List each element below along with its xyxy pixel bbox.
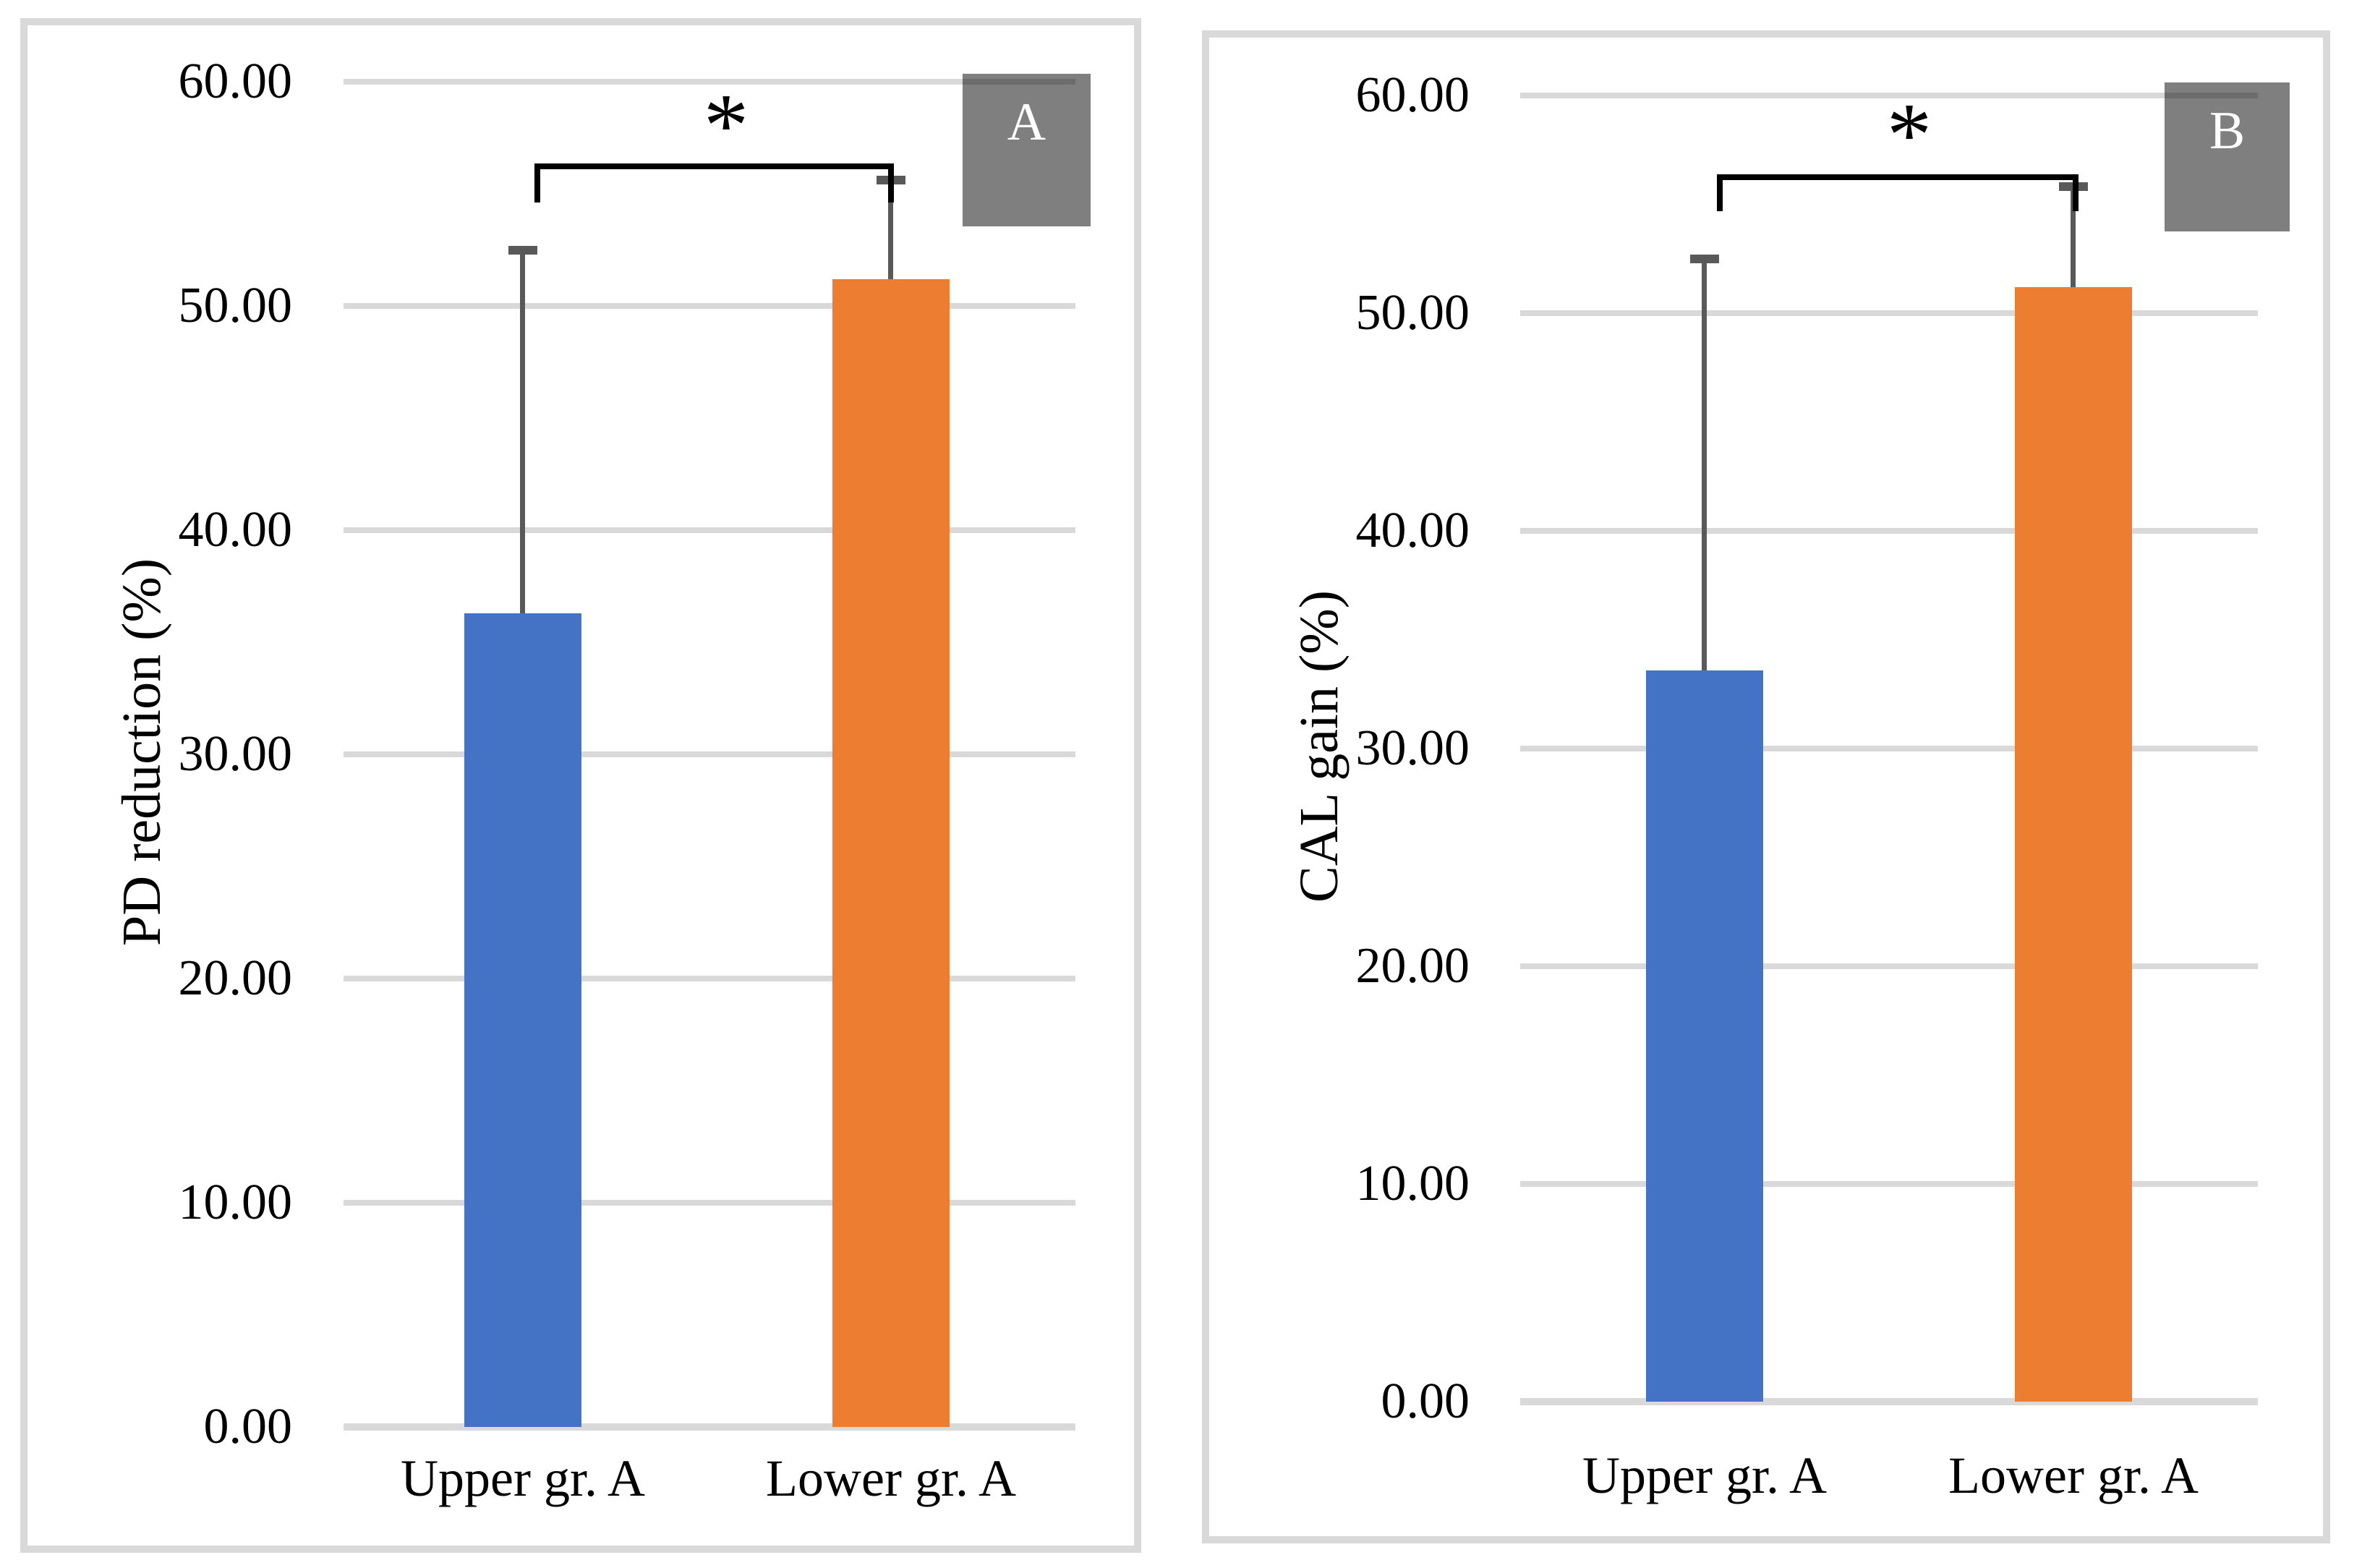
y-tick-label-0: 0.00	[203, 1399, 293, 1454]
gridline-40	[344, 527, 1075, 533]
gridline-10	[344, 1200, 1075, 1206]
significance-bracket-right-tick	[2073, 174, 2079, 211]
panel-label-letter: B	[2209, 101, 2246, 161]
panel-b	[1202, 30, 2330, 1543]
gridline-50	[344, 303, 1075, 309]
bar-lower-gr-a	[832, 278, 950, 1427]
y-tick-label-50: 50.00	[1355, 285, 1470, 341]
y-tick-label-60: 60.00	[178, 54, 293, 109]
panel-label-letter: A	[1007, 93, 1046, 152]
panel-label-box-b: B	[2165, 82, 2290, 231]
significance-bracket-horizontal	[534, 163, 894, 169]
y-tick-label-40: 40.00	[1355, 503, 1470, 558]
significance-bracket-right-tick	[888, 163, 894, 203]
y-tick-label-30: 30.00	[178, 726, 293, 782]
gridline-40	[1520, 528, 2258, 534]
category-label-upper-gr-a: Upper gr. A	[401, 1449, 645, 1507]
gridline-60	[1520, 93, 2258, 98]
gridline-10	[1520, 1181, 2258, 1187]
error-bar-lower-gr-a	[2071, 187, 2076, 287]
gridline-60	[344, 79, 1075, 85]
bar-upper-gr-a	[464, 613, 581, 1427]
y-axis-title-cal-gain: CAL gain (%)	[1289, 590, 1350, 903]
gridline-20	[344, 976, 1075, 981]
category-label-lower-gr-a: Lower gr. A	[766, 1449, 1016, 1507]
error-bar-upper-gr-a	[520, 250, 525, 613]
error-bar-lower-gr-a	[888, 180, 893, 279]
significance-asterisk: *	[703, 76, 749, 176]
y-tick-label-0: 0.00	[1381, 1373, 1470, 1429]
gridline-0	[1520, 1398, 2258, 1405]
category-label-lower-gr-a: Lower gr. A	[1948, 1446, 2199, 1504]
y-tick-label-40: 40.00	[178, 502, 293, 558]
y-tick-label-20: 20.00	[1355, 938, 1470, 994]
significance-bracket-left-tick	[534, 163, 540, 203]
category-label-upper-gr-a: Upper gr. A	[1582, 1446, 1827, 1504]
significance-bracket-horizontal	[1717, 174, 2079, 180]
y-tick-label-10: 10.00	[1355, 1156, 1470, 1211]
gridline-30	[1520, 746, 2258, 751]
y-axis-title-pd-reduction: PD reduction (%)	[111, 558, 172, 947]
significance-asterisk: *	[1886, 85, 1932, 185]
bar-upper-gr-a	[1646, 670, 1763, 1402]
panel-label-box-a: A	[963, 74, 1091, 226]
y-tick-label-10: 10.00	[178, 1175, 293, 1230]
gridline-30	[344, 751, 1075, 757]
significance-bracket-left-tick	[1717, 174, 1723, 211]
y-tick-label-50: 50.00	[178, 278, 293, 333]
gridline-50	[1520, 310, 2258, 316]
bar-lower-gr-a	[2015, 286, 2132, 1402]
error-bar-upper-gr-a	[1702, 258, 1707, 670]
y-tick-label-20: 20.00	[178, 950, 293, 1006]
error-bar-cap-upper-gr-a	[508, 245, 537, 255]
error-bar-cap-upper-gr-a	[1690, 254, 1719, 263]
gridline-20	[1520, 963, 2258, 969]
y-tick-label-30: 30.00	[1355, 720, 1470, 776]
y-tick-label-60: 60.00	[1355, 67, 1470, 123]
gridline-0	[344, 1423, 1075, 1431]
